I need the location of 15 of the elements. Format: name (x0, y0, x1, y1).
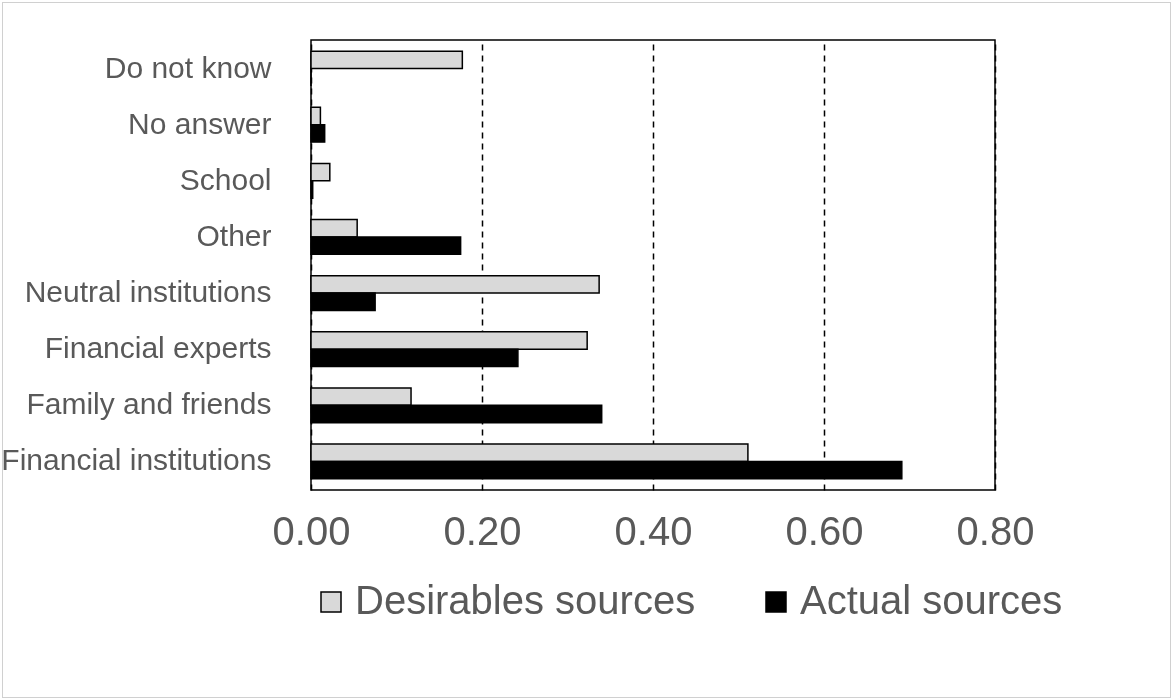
legend-label: Actual sources (800, 578, 1063, 622)
y-tick-label: School (179, 162, 272, 196)
y-tick-label: Do not know (104, 50, 272, 84)
y-tick-label: Neutral institutions (24, 275, 272, 309)
y-tick-label: Financial experts (44, 331, 272, 365)
x-tick-label: 0.80 (956, 508, 1035, 553)
legend-label: Desirables sources (355, 578, 696, 622)
x-tick-label: 0.20 (443, 508, 522, 553)
y-tick-label: Financial institutions (1, 443, 272, 477)
y-tick-label: No answer (128, 106, 272, 140)
x-tick-label: 0.40 (614, 508, 693, 553)
x-tick-label: 0.60 (785, 508, 864, 553)
y-tick-label: Family and friends (26, 387, 272, 421)
y-tick-label: Other (196, 218, 272, 252)
x-tick-label: 0.00 (272, 508, 351, 553)
